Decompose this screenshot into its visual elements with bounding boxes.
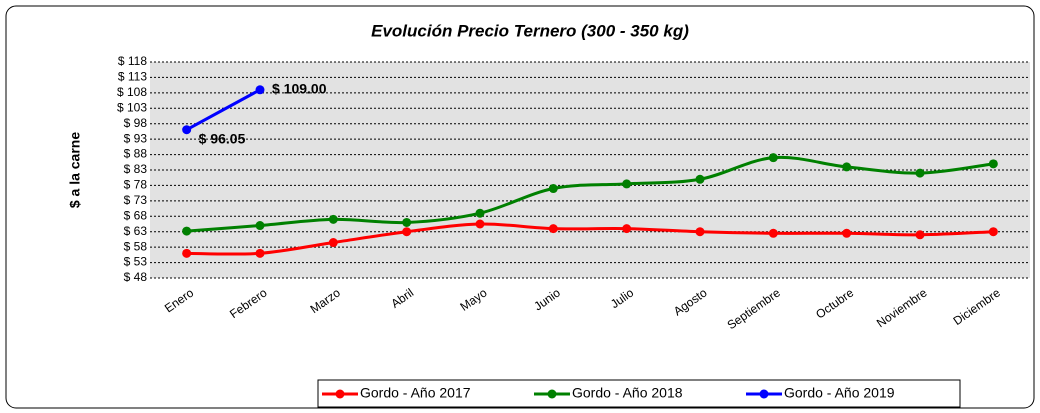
data-point xyxy=(768,228,778,238)
legend-marker xyxy=(759,389,769,399)
data-point xyxy=(842,228,852,238)
y-tick-label: $ 113 xyxy=(118,70,147,84)
chart-title: Evolución Precio Ternero (300 - 350 kg) xyxy=(371,21,689,40)
y-tick-label: $ 108 xyxy=(117,85,147,99)
y-tick-label: $ 118 xyxy=(118,54,147,68)
data-point xyxy=(182,125,192,135)
data-point xyxy=(182,226,192,236)
data-point xyxy=(988,227,998,237)
data-point xyxy=(475,219,485,229)
data-point xyxy=(915,230,925,240)
data-point xyxy=(695,227,705,237)
data-point xyxy=(182,248,192,258)
legend-label: Gordo - Año 2019 xyxy=(784,385,895,401)
y-tick-label: $ 68 xyxy=(124,208,148,222)
series-line xyxy=(185,88,261,132)
y-tick-label: $ 63 xyxy=(124,224,148,238)
y-tick-label: $ 48 xyxy=(124,270,148,284)
data-point xyxy=(402,227,412,237)
series-line xyxy=(186,155,994,233)
data-point xyxy=(548,224,558,234)
data-point xyxy=(988,159,998,169)
legend-marker xyxy=(547,389,557,399)
y-tick-label: $ 83 xyxy=(124,162,148,176)
legend-label: Gordo - Año 2017 xyxy=(360,385,471,401)
legend xyxy=(317,379,961,408)
legend-marker xyxy=(335,389,345,399)
data-point xyxy=(255,221,265,231)
data-point xyxy=(548,184,558,194)
legend-label: Gordo - Año 2018 xyxy=(572,385,683,401)
y-tick-label: $ 58 xyxy=(124,239,148,253)
y-tick-label: $ 88 xyxy=(124,147,148,161)
y-tick-label: $ 103 xyxy=(117,100,147,114)
data-point xyxy=(328,238,338,248)
data-point xyxy=(915,168,925,178)
data-point xyxy=(842,162,852,172)
data-point xyxy=(622,179,632,189)
data-point xyxy=(255,248,265,258)
series-line xyxy=(186,222,994,256)
y-tick-label: $ 93 xyxy=(124,131,148,145)
data-point xyxy=(622,224,632,234)
y-tick-label: $ 78 xyxy=(124,178,148,192)
y-tick-label: $ 53 xyxy=(124,255,148,269)
data-point xyxy=(255,85,265,95)
data-point xyxy=(475,208,485,218)
data-point xyxy=(695,174,705,184)
y-tick-label: $ 98 xyxy=(124,116,148,130)
data-point xyxy=(402,217,412,227)
y-axis-title: $ a la carne xyxy=(67,132,83,208)
data-point xyxy=(328,214,338,224)
data-point xyxy=(768,153,778,163)
data-label: $ 109.00 xyxy=(272,80,327,96)
y-tick-label: $ 73 xyxy=(124,193,148,207)
data-label: $ 96.05 xyxy=(199,130,246,146)
